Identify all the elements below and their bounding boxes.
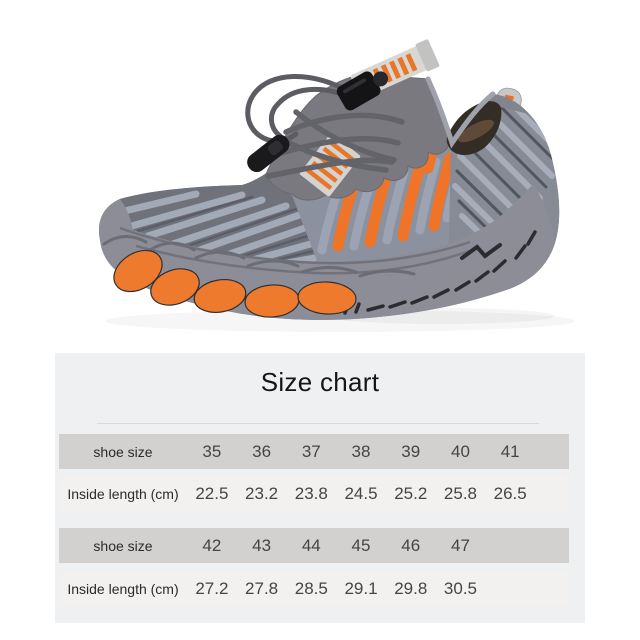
shoe-illustration [98, 39, 560, 324]
length-value: 28.5 [294, 578, 328, 598]
size-chart-title: Size chart [260, 367, 380, 397]
size-value: 42 [202, 535, 222, 555]
length-value: 25.2 [394, 483, 428, 503]
orange-toe-pods [113, 249, 357, 318]
row-label: shoe size [93, 537, 153, 554]
length-value: 24.5 [344, 483, 378, 503]
collar-rim [425, 76, 496, 149]
size-value: 41 [500, 441, 520, 461]
size-value: 36 [252, 441, 272, 461]
size-value: 47 [450, 535, 470, 555]
size-value: 39 [401, 441, 421, 461]
length-value: 29.1 [344, 578, 378, 598]
size-value: 38 [351, 441, 371, 461]
row-label: shoe size [93, 443, 153, 460]
size-chart-panel: Size chart shoe size 35 36 37 38 39 40 4… [55, 353, 585, 623]
length-value: 29.8 [394, 578, 428, 598]
laces [265, 109, 405, 179]
length-value: 23.2 [245, 483, 279, 503]
size-value: 45 [351, 535, 371, 555]
length-value: 25.8 [443, 483, 477, 503]
row-label: Inside length (cm) [67, 485, 179, 502]
cord-end-tip [247, 134, 290, 173]
size-value: 40 [450, 441, 470, 461]
size-value: 43 [252, 535, 272, 555]
length-value: 26.5 [493, 483, 527, 503]
length-value: 27.2 [195, 578, 229, 598]
table-row-shoe-size-2: shoe size 42 43 44 45 46 47 [59, 528, 569, 563]
size-value: 37 [301, 441, 321, 461]
divider [97, 423, 539, 424]
length-value: 22.5 [195, 483, 229, 503]
size-value: 46 [401, 535, 421, 555]
table-row-inside-length-2: Inside length (cm) 27.2 27.8 28.5 29.1 2… [59, 571, 569, 606]
insole [458, 119, 494, 143]
row-label: Inside length (cm) [67, 580, 179, 597]
size-value: 44 [301, 535, 321, 555]
length-value: 30.5 [443, 578, 477, 598]
length-value: 27.8 [245, 578, 279, 598]
table-row-shoe-size-1: shoe size 35 36 37 38 39 40 41 [59, 434, 569, 469]
length-value: 23.8 [294, 483, 328, 503]
size-value: 35 [202, 441, 222, 461]
product-photo [98, 39, 560, 324]
cord-lock-toggle [336, 71, 389, 111]
table-row-inside-length-1: Inside length (cm) 22.5 23.2 23.8 24.5 2… [59, 476, 569, 511]
